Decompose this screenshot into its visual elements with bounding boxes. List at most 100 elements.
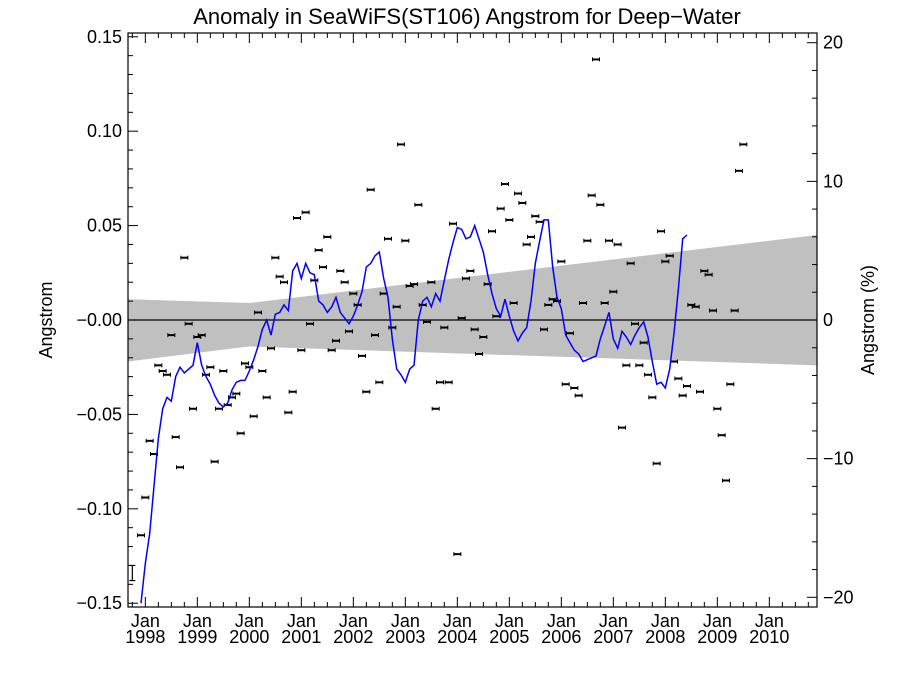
data-point (275, 274, 284, 279)
data-point (557, 259, 566, 264)
data-point (631, 321, 639, 326)
data-point (462, 276, 470, 281)
data-point (141, 495, 150, 500)
data-point (704, 272, 713, 277)
y-tick-label: −0.10 (76, 499, 122, 519)
data-point (332, 338, 340, 343)
data-point (327, 348, 336, 353)
data-point (691, 304, 700, 309)
x-tick-month: Jan (183, 611, 212, 631)
data-point (241, 361, 249, 366)
data-point (163, 372, 171, 377)
x-tick-month: Jan (235, 611, 264, 631)
data-point (596, 202, 605, 207)
data-point (518, 200, 527, 205)
data-point (735, 168, 743, 173)
data-point (262, 395, 271, 400)
data-point (245, 365, 254, 370)
x-tick-label: 2007 (593, 627, 633, 647)
data-point (345, 329, 353, 334)
data-point (440, 325, 449, 330)
y-right-tick-label: −20 (823, 587, 854, 607)
data-point (340, 280, 349, 285)
data-point (514, 191, 522, 196)
data-point (553, 299, 561, 304)
data-point (600, 301, 609, 306)
data-point (592, 57, 600, 62)
data-point (297, 348, 306, 353)
data-point (280, 280, 288, 285)
y-tick-label: −0.05 (76, 404, 122, 424)
x-tick-month: Jan (495, 611, 524, 631)
x-tick-label: 2009 (697, 627, 737, 647)
data-point (167, 333, 176, 338)
data-point (271, 255, 280, 260)
data-point (427, 280, 436, 285)
data-point (171, 435, 180, 440)
y-right-tick-label: 20 (823, 33, 843, 53)
x-tick-label: 2003 (385, 627, 425, 647)
data-point (436, 380, 444, 385)
data-point (401, 238, 410, 243)
data-point (466, 268, 475, 273)
trend-band (128, 235, 817, 366)
y-tick-label: 0.05 (87, 216, 122, 236)
data-point (613, 242, 622, 247)
data-point (184, 321, 193, 326)
data-point (371, 333, 379, 338)
data-point (284, 410, 293, 415)
data-point (583, 238, 592, 243)
x-tick-month: Jan (287, 611, 316, 631)
data-point (319, 265, 327, 270)
data-point (652, 461, 661, 466)
data-point (709, 308, 717, 313)
y-tick-label: 0.15 (87, 27, 122, 47)
data-point (726, 382, 735, 387)
data-point (605, 238, 613, 243)
x-tick-label: 2005 (489, 627, 529, 647)
data-point (479, 334, 488, 339)
data-point (470, 327, 479, 332)
data-point (349, 291, 358, 296)
data-point (375, 380, 384, 385)
x-tick-label: 2001 (281, 627, 321, 647)
smoothed-line (140, 219, 688, 604)
data-point (145, 438, 154, 443)
data-point (176, 465, 184, 470)
data-point (522, 242, 531, 247)
data-point (644, 372, 652, 377)
data-point (366, 187, 375, 192)
data-point (683, 384, 691, 389)
data-point (570, 385, 579, 390)
data-point (392, 304, 401, 309)
x-tick-month: Jan (339, 611, 368, 631)
x-axis: Jan1998Jan1999Jan2000Jan2001Jan2002Jan20… (125, 33, 809, 647)
data-point (453, 552, 462, 557)
data-point (293, 216, 301, 221)
data-point (306, 321, 314, 326)
data-point (678, 393, 687, 398)
y-axis-right: 20 10 0 −10 −20 (807, 33, 854, 607)
x-tick-label: 2006 (541, 627, 581, 647)
x-tick-label: 1998 (125, 627, 165, 647)
data-point (674, 376, 683, 381)
data-point (488, 229, 496, 234)
data-point (496, 206, 505, 211)
data-point (414, 202, 423, 207)
data-point (154, 363, 163, 368)
data-point (301, 210, 310, 215)
data-point (431, 406, 440, 411)
data-point (540, 327, 548, 332)
y-tick-label: −0.00 (76, 310, 122, 330)
data-point (323, 234, 332, 239)
y-right-tick-label: −10 (823, 449, 854, 469)
data-point (137, 533, 145, 538)
data-point (254, 310, 262, 315)
data-point (219, 368, 228, 373)
data-point (158, 368, 167, 373)
smoothed-series (140, 219, 688, 604)
y-tick-label: −0.15 (76, 593, 122, 613)
data-point (535, 219, 544, 224)
y-axis-label: Angstrom (36, 281, 56, 358)
